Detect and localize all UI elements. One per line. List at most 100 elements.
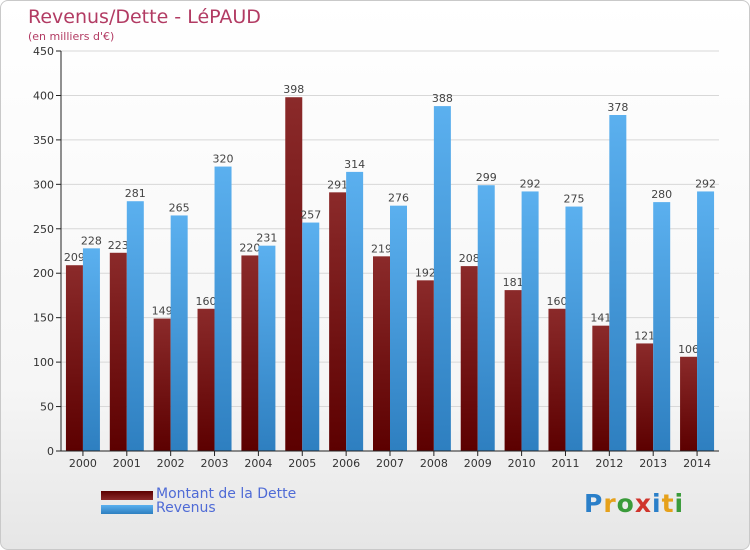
data-label-revenus: 280	[651, 188, 672, 201]
data-label-revenus: 281	[125, 187, 146, 200]
x-tick-label: 2014	[683, 457, 711, 470]
data-label-dette: 160	[546, 295, 567, 308]
data-label-dette: 181	[503, 276, 524, 289]
bar-revenus	[477, 185, 495, 451]
x-tick-label: 2000	[69, 457, 97, 470]
data-label-dette: 160	[196, 295, 217, 308]
x-tick-label: 2005	[288, 457, 316, 470]
data-label-dette: 223	[108, 239, 129, 252]
bar-dette	[153, 318, 171, 451]
chart-subtitle: (en milliers d'€)	[28, 30, 115, 43]
proxiti-logo: Proxiti	[584, 489, 684, 518]
y-tick-label: 0	[47, 445, 54, 458]
bar-revenus	[609, 115, 627, 451]
data-label-revenus: 378	[607, 101, 628, 114]
bar-revenus	[390, 205, 407, 451]
logo-letter: r	[603, 489, 617, 518]
data-label-revenus: 388	[432, 92, 453, 105]
x-tick-label: 2003	[201, 457, 229, 470]
bar-dette	[285, 97, 303, 451]
bar-dette	[636, 343, 654, 451]
bar-revenus	[214, 166, 232, 452]
data-label-revenus: 275	[563, 193, 584, 206]
legend-swatch-revenus	[101, 505, 153, 514]
data-label-dette: 209	[64, 251, 85, 264]
x-tick-label: 2010	[508, 457, 536, 470]
legend-label-revenus: Revenus	[156, 500, 216, 516]
data-label-revenus: 314	[344, 158, 365, 171]
logo-letter: x	[634, 489, 652, 518]
bar-dette	[109, 252, 127, 451]
bar-revenus	[565, 206, 583, 451]
bar-dette	[416, 280, 434, 451]
data-label-revenus: 320	[213, 153, 234, 166]
bar-dette	[241, 255, 259, 451]
bar-dette	[592, 325, 610, 451]
data-label-dette: 291	[327, 178, 348, 191]
x-tick-label: 2012	[595, 457, 623, 470]
bar-revenus	[697, 191, 715, 451]
data-label-dette: 106	[678, 343, 699, 356]
data-label-revenus: 276	[388, 192, 409, 205]
data-label-revenus: 292	[520, 177, 541, 190]
y-tick-label: 300	[33, 178, 54, 191]
x-tick-label: 2007	[376, 457, 404, 470]
data-label-dette: 208	[459, 252, 480, 265]
bar-dette	[329, 192, 347, 452]
bar-revenus	[653, 202, 671, 451]
bar-dette	[197, 308, 215, 451]
x-tick-label: 2011	[551, 457, 579, 470]
y-tick-label: 450	[33, 45, 54, 58]
data-label-dette: 149	[152, 305, 173, 318]
x-tick-label: 2002	[157, 457, 185, 470]
bar-dette	[373, 256, 390, 451]
x-tick-label: 2004	[244, 457, 272, 470]
data-label-revenus: 265	[169, 201, 190, 214]
x-tick-label: 2009	[464, 457, 492, 470]
data-label-revenus: 257	[300, 209, 321, 222]
data-label-dette: 220	[239, 241, 260, 254]
logo-letter: i	[674, 489, 685, 518]
data-label-revenus: 231	[256, 232, 277, 245]
bar-revenus	[126, 201, 144, 451]
logo-letter: P	[584, 489, 604, 518]
data-label-dette: 192	[415, 266, 436, 279]
bar-revenus	[302, 222, 320, 451]
bar-revenus	[170, 215, 188, 451]
x-tick-label: 2006	[332, 457, 360, 470]
data-label-dette: 219	[371, 242, 392, 255]
x-tick-label: 2001	[113, 457, 141, 470]
data-label-revenus: 228	[81, 234, 102, 247]
x-tick-label: 2008	[420, 457, 448, 470]
bar-revenus	[346, 171, 364, 451]
data-label-dette: 398	[283, 83, 304, 96]
data-label-dette: 141	[590, 312, 611, 325]
logo-letter: t	[661, 489, 675, 518]
chart-title: Revenus/Dette - LéPAUD	[28, 6, 261, 28]
bar-revenus	[258, 245, 276, 451]
bar-dette	[548, 308, 566, 451]
legend-label-dette: Montant de la Dette	[156, 486, 297, 502]
data-label-revenus: 299	[476, 171, 497, 184]
data-label-dette: 121	[634, 329, 655, 342]
x-tick-label: 2013	[639, 457, 667, 470]
data-label-revenus: 292	[695, 177, 716, 190]
y-tick-label: 400	[33, 89, 54, 102]
bar-dette	[65, 265, 83, 451]
y-tick-label: 50	[40, 401, 54, 414]
logo-letter: o	[616, 489, 635, 518]
y-tick-label: 150	[33, 312, 54, 325]
bar-dette	[504, 290, 522, 451]
bar-revenus	[433, 106, 451, 451]
logo-letter: i	[652, 489, 662, 518]
y-tick-label: 350	[33, 134, 54, 147]
bar-revenus	[521, 191, 539, 451]
bar-dette	[680, 356, 698, 451]
bar-revenus	[82, 248, 100, 451]
y-tick-label: 200	[33, 267, 54, 280]
y-tick-label: 250	[33, 223, 54, 236]
y-tick-label: 100	[33, 356, 54, 369]
bar-dette	[460, 266, 478, 451]
